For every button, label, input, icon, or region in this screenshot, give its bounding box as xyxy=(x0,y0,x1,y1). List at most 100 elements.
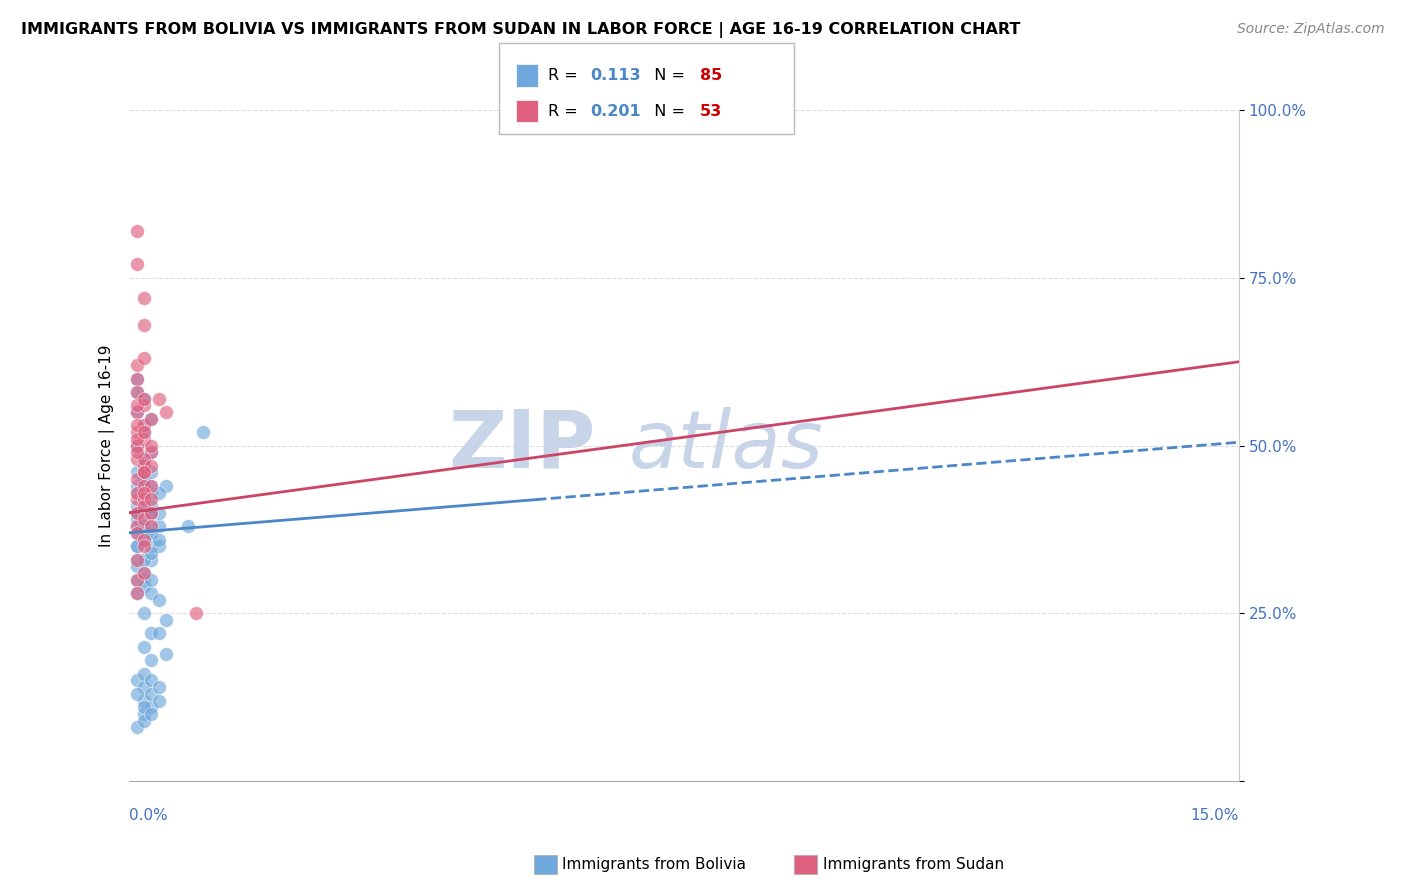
Point xyxy=(125,371,148,385)
Point xyxy=(141,499,163,513)
Text: R =: R = xyxy=(548,69,583,83)
Point xyxy=(141,506,163,520)
Point xyxy=(125,687,148,701)
Point xyxy=(148,519,170,533)
Point xyxy=(141,573,163,587)
Point xyxy=(125,552,148,566)
Point xyxy=(132,693,155,707)
Point xyxy=(141,546,163,560)
Point xyxy=(132,351,155,366)
Point xyxy=(125,485,148,500)
Point xyxy=(125,405,148,419)
Point xyxy=(132,519,155,533)
Point xyxy=(141,706,163,721)
Text: 53: 53 xyxy=(700,104,723,119)
Point xyxy=(155,405,177,419)
Point xyxy=(125,439,148,453)
Point xyxy=(141,411,163,425)
Point xyxy=(125,452,148,467)
Point xyxy=(132,700,155,714)
Point xyxy=(141,539,163,553)
Point xyxy=(132,499,155,513)
Point xyxy=(125,224,148,238)
Point xyxy=(141,506,163,520)
Point xyxy=(132,472,155,486)
Point xyxy=(132,680,155,694)
Point xyxy=(141,492,163,507)
Point xyxy=(132,466,155,480)
Text: R =: R = xyxy=(548,104,583,119)
Point xyxy=(141,439,163,453)
Text: 0.0%: 0.0% xyxy=(129,808,167,822)
Point xyxy=(125,479,148,493)
Point xyxy=(132,392,155,406)
Point xyxy=(132,706,155,721)
Point xyxy=(132,398,155,412)
Text: ZIP: ZIP xyxy=(449,407,595,484)
Point xyxy=(125,445,148,459)
Point xyxy=(125,512,148,526)
Text: atlas: atlas xyxy=(628,407,824,484)
Point xyxy=(141,519,163,533)
Point xyxy=(148,626,170,640)
Point xyxy=(125,405,148,419)
Point xyxy=(125,539,148,553)
Point xyxy=(132,479,155,493)
Point xyxy=(132,566,155,580)
Point xyxy=(184,607,207,621)
Point xyxy=(132,666,155,681)
Point xyxy=(132,499,155,513)
Point xyxy=(132,492,155,507)
Text: Source: ZipAtlas.com: Source: ZipAtlas.com xyxy=(1237,22,1385,37)
Point xyxy=(141,700,163,714)
Point xyxy=(132,492,155,507)
Point xyxy=(125,586,148,600)
Point xyxy=(132,492,155,507)
Point xyxy=(132,425,155,440)
Point xyxy=(141,485,163,500)
Point xyxy=(132,519,155,533)
Point xyxy=(132,458,155,473)
Point xyxy=(155,479,177,493)
Point xyxy=(132,458,155,473)
Point xyxy=(125,466,148,480)
Point xyxy=(132,607,155,621)
Point xyxy=(177,519,200,533)
Point xyxy=(125,398,148,412)
Point xyxy=(148,533,170,547)
Point xyxy=(141,525,163,540)
Point xyxy=(155,647,177,661)
Point xyxy=(125,425,148,440)
Point xyxy=(125,384,148,399)
Point xyxy=(141,673,163,688)
Point xyxy=(125,552,148,566)
Point xyxy=(193,425,215,440)
Point xyxy=(148,392,170,406)
Point xyxy=(148,593,170,607)
Point xyxy=(125,492,148,507)
Point xyxy=(125,673,148,688)
Point xyxy=(125,418,148,433)
Point xyxy=(132,640,155,654)
Point xyxy=(125,439,148,453)
Point xyxy=(148,693,170,707)
Text: 0.113: 0.113 xyxy=(591,69,641,83)
Point xyxy=(125,472,148,486)
Point xyxy=(132,533,155,547)
Point xyxy=(132,533,155,547)
Point xyxy=(155,613,177,627)
Point xyxy=(132,573,155,587)
Point xyxy=(141,411,163,425)
Point xyxy=(132,466,155,480)
Point xyxy=(141,445,163,459)
Point xyxy=(141,479,163,493)
Point xyxy=(132,418,155,433)
Point xyxy=(132,512,155,526)
Point xyxy=(148,680,170,694)
Point xyxy=(125,573,148,587)
Point xyxy=(125,439,148,453)
Point xyxy=(125,485,148,500)
Text: Immigrants from Sudan: Immigrants from Sudan xyxy=(823,857,1004,871)
Point xyxy=(125,525,148,540)
Point xyxy=(132,579,155,593)
